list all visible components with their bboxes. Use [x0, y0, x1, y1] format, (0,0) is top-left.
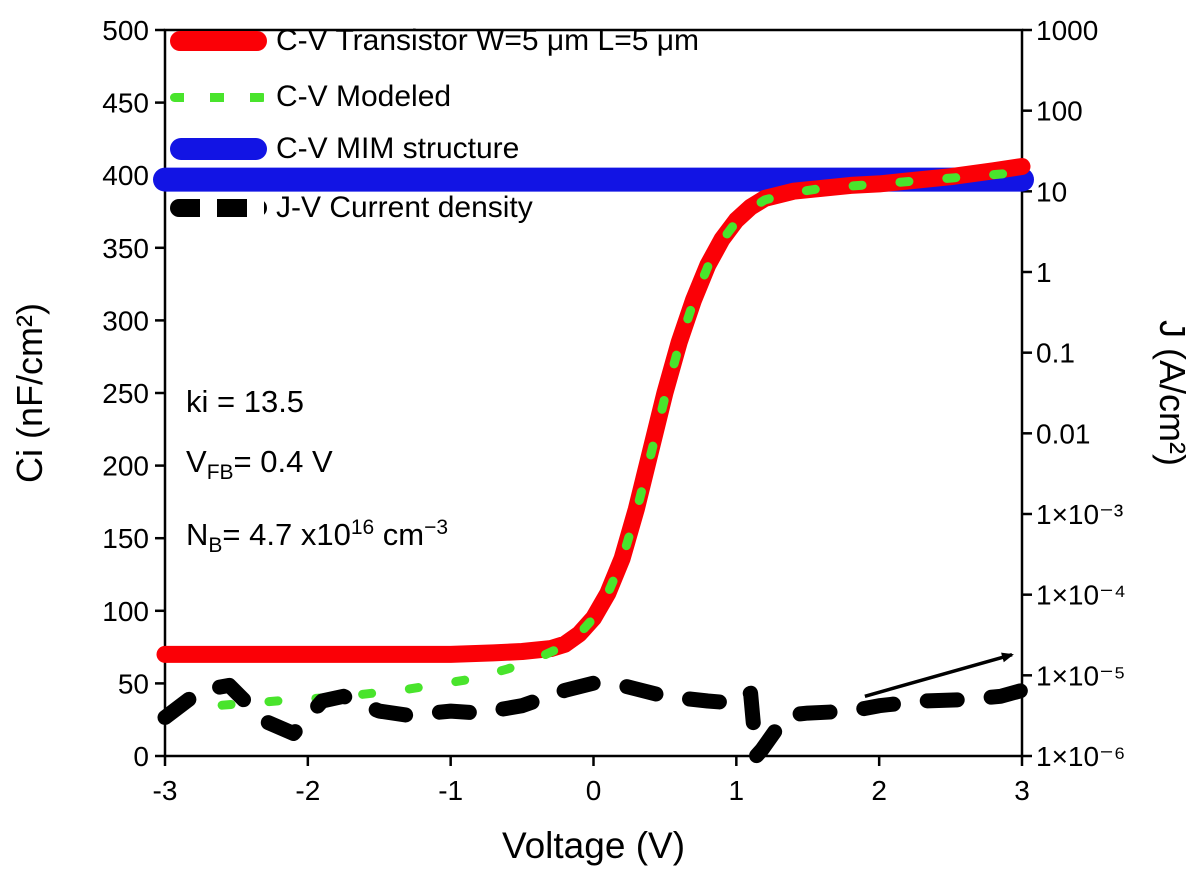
legend-label-cv-transistor: C-V Transistor W=5 μm L=5 μm: [276, 24, 700, 57]
x-axis-ticks: -3 -2 -1 0 1 2 3: [153, 756, 1030, 806]
annotation-text-segment: ki = 13.5: [186, 384, 305, 419]
right-tick-label: 0.01: [1036, 418, 1091, 449]
right-axis-title: J (A/cm²): [1152, 320, 1193, 466]
x-tick-label: -2: [295, 775, 320, 806]
legend-swatch-green-dotted-line: [170, 92, 267, 102]
left-tick-label: 50: [118, 668, 149, 699]
x-tick-label: 2: [871, 775, 887, 806]
right-tick-label: 1×10⁻⁵: [1036, 660, 1125, 691]
legend-label-cv-modeled: C-V Modeled: [276, 80, 452, 113]
right-tick-label: 1000: [1036, 15, 1098, 46]
right-tick-label: 1×10⁻⁴: [1036, 580, 1126, 611]
annotation-text-segment: V: [186, 444, 207, 479]
right-tick-label: 10: [1036, 176, 1067, 207]
left-tick-label: 400: [102, 160, 149, 191]
right-tick-label: 0.1: [1036, 338, 1075, 369]
series-c-v-modeled: [217, 167, 1027, 710]
legend-label-jv-current-density: J-V Current density: [276, 191, 533, 224]
legend-swatch-blue-solid-line: [170, 138, 267, 160]
right-tick-label: 1: [1036, 257, 1052, 288]
annotation-text-segment: −3: [424, 516, 449, 539]
x-tick-label: 0: [586, 775, 602, 806]
left-tick-label: 100: [102, 596, 149, 627]
left-axis-title: Ci (nF/cm²): [9, 303, 50, 483]
annotation-ki-value: ki = 13.5: [186, 382, 304, 422]
x-tick-label: -1: [438, 775, 463, 806]
annotation-text-segment: = 0.4 V: [233, 444, 333, 479]
x-tick-label: -3: [153, 775, 178, 806]
x-tick-label: 1: [729, 775, 745, 806]
annotation-text-segment: FB: [206, 461, 234, 484]
right-axis-ticks: 1000 100 10 1 0.1 0.01 1×10⁻³ 1×10⁻⁴ 1×10⁻⁵ 1×10⁻…: [1022, 15, 1126, 772]
legend-item-cv-modeled: C-V Modeled: [170, 79, 451, 115]
x-tick-label: 3: [1014, 775, 1030, 806]
x-axis-title: Voltage (V): [502, 825, 685, 866]
left-tick-label: 150: [102, 523, 149, 554]
annotation-text-segment: N: [186, 517, 209, 552]
right-tick-label: 1×10⁻³: [1036, 499, 1123, 530]
series-j-v-current-density: [157, 675, 1030, 764]
legend-swatch-black-dashed-line: [170, 199, 267, 217]
annotation-text-segment: = 4.7 x10: [222, 517, 351, 552]
left-tick-label: 250: [102, 378, 149, 409]
left-tick-label: 0: [133, 741, 149, 772]
left-axis-ticks: 0 50 100 150 200 250 300 350 400 450 500: [102, 15, 165, 772]
annotation-vfb-value: VFB= 0.4 V: [186, 442, 333, 484]
legend-item-cv-mim: C-V MIM structure: [170, 131, 519, 167]
left-tick-label: 450: [102, 88, 149, 119]
right-tick-label: 100: [1036, 96, 1083, 127]
legend-label-cv-mim: C-V MIM structure: [276, 132, 520, 165]
annotation-text-segment: cm: [374, 517, 425, 552]
annotation-text-segment: 16: [350, 516, 375, 539]
legend-item-jv-current-density: J-V Current density: [170, 190, 533, 226]
right-tick-label: 1×10⁻⁶: [1036, 741, 1125, 772]
legend-item-cv-transistor: C-V Transistor W=5 μm L=5 μm: [170, 23, 699, 59]
annotation-nb-value: NB= 4.7 x1016 cm−3: [186, 515, 449, 557]
annotation-text-segment: B: [208, 534, 223, 557]
left-tick-label: 500: [102, 15, 149, 46]
jv-trend-arrow: [864, 652, 1014, 698]
left-tick-label: 200: [102, 451, 149, 482]
left-tick-label: 350: [102, 233, 149, 264]
legend-swatch-red-solid-line: [170, 31, 267, 51]
left-tick-label: 300: [102, 305, 149, 336]
